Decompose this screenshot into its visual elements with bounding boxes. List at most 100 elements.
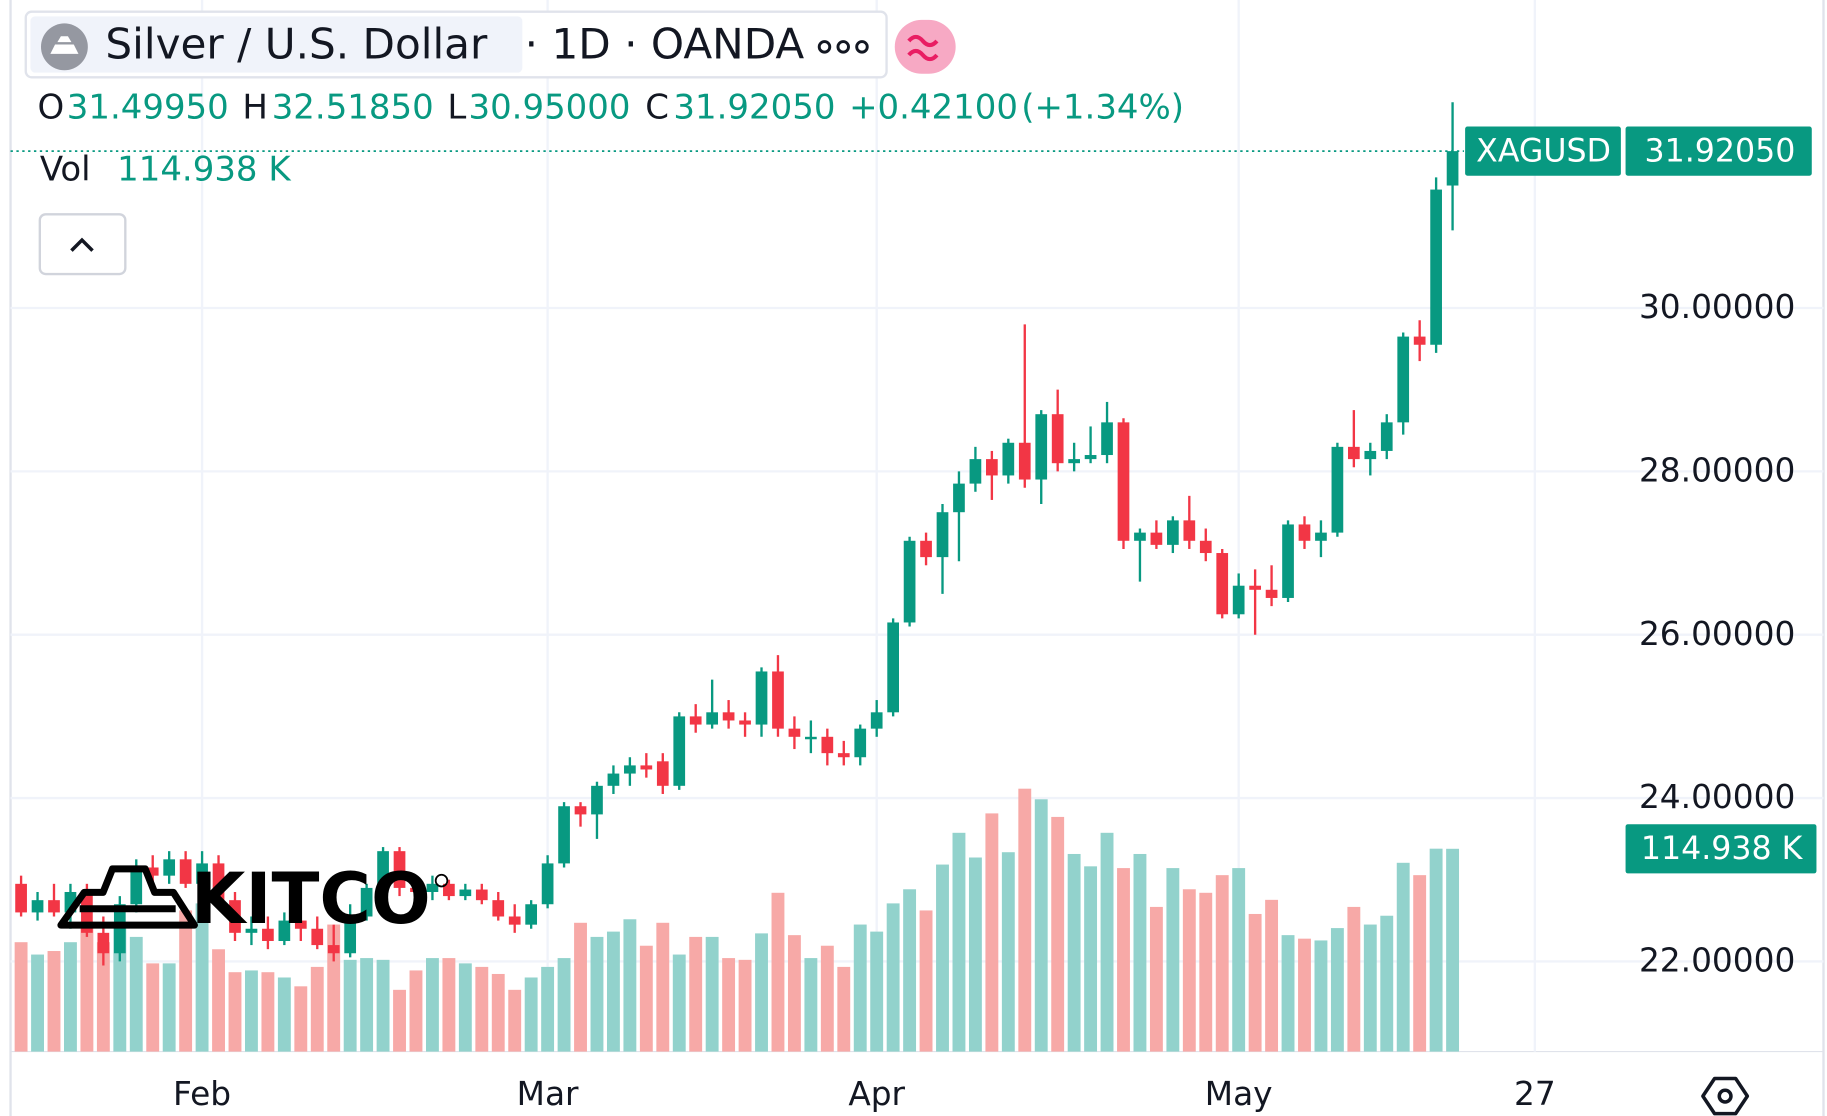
volume-bar <box>722 958 736 1052</box>
volume-bar <box>1347 906 1361 1052</box>
candle-body <box>1315 532 1327 541</box>
dot <box>836 40 850 54</box>
volume-bar <box>541 966 555 1052</box>
ohlc-key: L <box>447 87 466 127</box>
volume-bar <box>1051 816 1065 1052</box>
candle-body <box>986 459 998 476</box>
volume-bar <box>820 945 834 1052</box>
candle-body <box>15 883 27 913</box>
volume-bar <box>656 922 670 1052</box>
candle-body <box>1101 422 1113 456</box>
candle-body <box>870 712 883 729</box>
volume-bar <box>1018 788 1032 1052</box>
y-tick-label: 26.00000 <box>1639 615 1795 653</box>
symbol-title[interactable]: Silver / U.S. Dollar <box>105 19 488 68</box>
candle-body <box>163 859 176 876</box>
volume-bar <box>1314 940 1328 1052</box>
collapse-button[interactable] <box>38 213 127 276</box>
candle-body <box>541 863 554 905</box>
candle-body <box>492 900 505 917</box>
volume-bar <box>590 936 604 1052</box>
candle-body <box>1002 442 1015 476</box>
volume-bar <box>1248 913 1262 1052</box>
collapse-icon <box>70 237 94 252</box>
volume-bar <box>1034 799 1048 1052</box>
candle-body <box>1084 455 1097 460</box>
candle-body <box>426 883 439 892</box>
volume-bar <box>557 958 571 1052</box>
candle-body <box>130 867 143 905</box>
volume-bar <box>771 892 785 1052</box>
symbol-tag <box>1465 126 1621 176</box>
volume-bar <box>245 970 258 1052</box>
candle-body <box>48 900 60 913</box>
ohlc-value: 32.51850 <box>272 87 434 127</box>
volume-bar <box>1298 938 1311 1052</box>
volume-bar <box>837 966 851 1052</box>
volume-bar <box>804 958 818 1052</box>
volume-bar <box>129 936 143 1052</box>
candle-body <box>278 920 291 942</box>
volume-bar <box>1084 866 1098 1052</box>
volume-bar <box>1067 853 1081 1052</box>
candle-body <box>1282 524 1294 598</box>
candle-body <box>722 712 735 721</box>
volume-bar <box>1001 852 1015 1052</box>
candle-body <box>1430 189 1442 345</box>
dot <box>855 40 869 54</box>
volume-bar <box>1100 832 1114 1052</box>
volume-bar <box>1363 924 1377 1052</box>
symbol-icon-bars <box>50 36 79 54</box>
candle-body <box>196 863 208 884</box>
volume-tag-label: 114.938 K <box>1641 831 1804 867</box>
candle-body <box>772 671 784 729</box>
settings-button[interactable] <box>1701 1076 1750 1116</box>
candle-body <box>1199 540 1212 554</box>
candle-body <box>1018 442 1031 480</box>
candle-body <box>558 806 570 864</box>
candle-body <box>1298 524 1311 541</box>
volume-bar <box>853 924 867 1052</box>
volume-layer <box>14 788 1460 1052</box>
volume-bar <box>639 945 653 1052</box>
volume-bar <box>1232 868 1246 1052</box>
settings-hexagon <box>1701 1076 1750 1116</box>
volume-bar <box>393 989 406 1052</box>
volume-bar <box>936 864 949 1052</box>
candle-body <box>1051 414 1064 464</box>
candle-body <box>624 765 636 774</box>
candle-body <box>1216 553 1229 615</box>
candle-body <box>1167 520 1179 545</box>
candle-body <box>1413 336 1426 345</box>
ohlc-value: 31.92050 <box>673 87 835 127</box>
volume-bar <box>31 954 44 1052</box>
ohlc-legend: O 31.49950 H 32.51850 L 30.95000 C 31.92050 +0.4… <box>37 87 1184 189</box>
volume-bar <box>261 972 275 1052</box>
candle-body <box>673 716 686 786</box>
candle-body <box>393 851 406 888</box>
volume-bar <box>96 942 110 1052</box>
ohlc-key: H <box>242 87 268 127</box>
candle-body <box>821 736 834 754</box>
ohlc-key: O <box>37 87 64 127</box>
volume-key: Vol <box>40 149 91 189</box>
candle-body <box>81 891 93 933</box>
candle-body <box>1364 450 1377 460</box>
candle-body <box>1249 585 1261 590</box>
candle-body <box>459 889 472 897</box>
volume-bar <box>606 931 620 1052</box>
volume-bar <box>903 889 917 1052</box>
candle-body <box>1068 459 1080 464</box>
symbol-highlight <box>30 16 523 73</box>
ohlc-key: C <box>645 87 669 127</box>
volume-bar <box>1380 915 1394 1052</box>
compare-button[interactable] <box>894 19 956 74</box>
more-button[interactable] <box>817 40 869 54</box>
candle-body <box>245 928 258 933</box>
candle-body <box>212 863 225 901</box>
candle-body <box>788 728 801 737</box>
volume-bar <box>574 922 587 1052</box>
volume-bar <box>623 919 637 1052</box>
volume-bar <box>755 933 768 1052</box>
